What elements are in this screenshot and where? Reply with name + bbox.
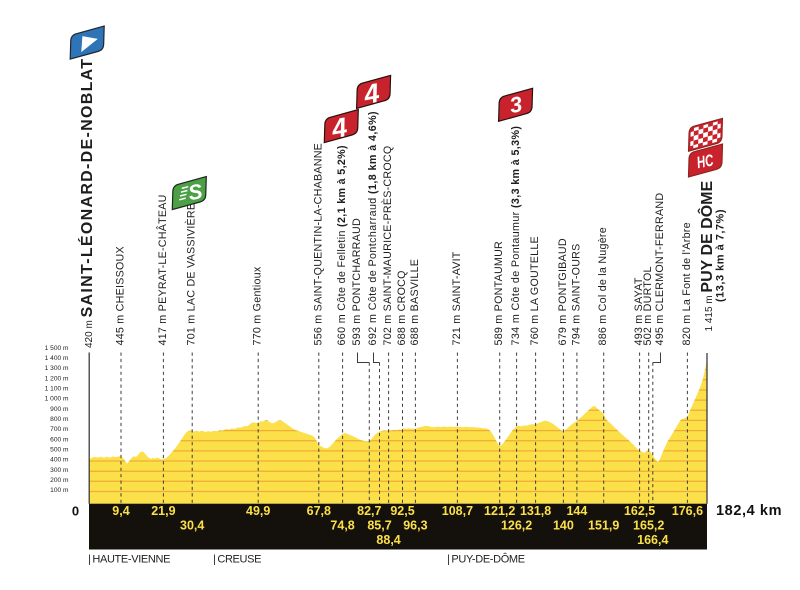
svg-text:702 m SAINT-MAURICE-PRÈS-CROCQ: 702 m SAINT-MAURICE-PRÈS-CROCQ [381, 146, 394, 346]
svg-text:3: 3 [508, 91, 524, 118]
svg-text:21,9: 21,9 [151, 504, 175, 518]
svg-text:1 100 m: 1 100 m [45, 386, 69, 393]
svg-text:734 m Côte de Pontaumur (3,3 k: 734 m Côte de Pontaumur (3,3 km à 5,3%) [510, 126, 522, 346]
svg-text:794 m SAINT-OURS: 794 m SAINT-OURS [570, 243, 582, 345]
svg-text:140: 140 [553, 519, 574, 533]
svg-text:688 m BASVILLE: 688 m BASVILLE [409, 259, 421, 346]
svg-text:1 300 m: 1 300 m [45, 365, 69, 372]
svg-text:30,4: 30,4 [180, 519, 204, 533]
svg-text:760 m LA GOUTELLE: 760 m LA GOUTELLE [529, 236, 541, 345]
svg-text:420 m SAINT-LÉONARD-DE-NOBLAT: 420 m SAINT-LÉONARD-DE-NOBLAT [77, 58, 96, 348]
svg-text:679 m PONTGIBAUD: 679 m PONTGIBAUD [557, 238, 569, 345]
svg-text:144: 144 [566, 504, 587, 518]
svg-text:445 m CHEISSOUX: 445 m CHEISSOUX [115, 246, 127, 345]
svg-text:493 m SAYAT: 493 m SAYAT [633, 277, 645, 345]
svg-text:1 000 m: 1 000 m [45, 396, 69, 403]
svg-text:1 500 m: 1 500 m [45, 345, 69, 352]
svg-text:417 m PEYRAT-LE-CHÂTEAU: 417 m PEYRAT-LE-CHÂTEAU [156, 194, 169, 345]
svg-text:600 m: 600 m [50, 436, 69, 443]
svg-text:500 m: 500 m [50, 447, 69, 454]
svg-text:721 m SAINT-AVIT: 721 m SAINT-AVIT [451, 251, 463, 345]
svg-text:1 400 m: 1 400 m [45, 355, 69, 362]
svg-text:886 m Col de la Nugère: 886 m Col de la Nugère [597, 227, 609, 345]
svg-text:900 m: 900 m [50, 406, 69, 413]
svg-text:176,6: 176,6 [672, 504, 703, 518]
svg-text:108,7: 108,7 [442, 504, 473, 518]
svg-text:692 m Côte de Pontcharraud (1,: 692 m Côte de Pontcharraud (1,8 km à 4,6… [367, 111, 379, 346]
svg-text:200 m: 200 m [50, 477, 69, 484]
svg-text:131,8: 131,8 [520, 504, 551, 518]
svg-text:S: S [186, 180, 204, 205]
svg-text:593 m PONTCHARRAUD: 593 m PONTCHARRAUD [351, 218, 363, 345]
svg-text:(13,3 km à 7,7%): (13,3 km à 7,7%) [715, 209, 727, 302]
svg-text:820 m La Font de l'Arbre: 820 m La Font de l'Arbre [681, 222, 693, 345]
svg-text:165,2: 165,2 [633, 519, 664, 533]
svg-text:92,5: 92,5 [390, 504, 414, 518]
svg-text:800 m: 800 m [50, 416, 69, 423]
svg-text:660 m Côte de Felletin (2,1 km: 660 m Côte de Felletin (2,1 km à 5,2%) [336, 145, 348, 346]
svg-text:700 m: 700 m [50, 426, 69, 433]
svg-text:HC: HC [695, 151, 715, 172]
svg-text:67,8: 67,8 [307, 504, 331, 518]
svg-text:495 m CLERMONT-FERRAND: 495 m CLERMONT-FERRAND [654, 193, 666, 346]
svg-text:688 m CROCQ: 688 m CROCQ [396, 270, 408, 345]
svg-text:556 m SAINT-QUENTIN-LA-CHABANN: 556 m SAINT-QUENTIN-LA-CHABANNE [312, 143, 324, 346]
svg-text:82,7: 82,7 [357, 504, 381, 518]
svg-text:182,4 km: 182,4 km [716, 503, 782, 519]
svg-text:151,9: 151,9 [588, 519, 619, 533]
svg-text:770 m Gentioux: 770 m Gentioux [252, 266, 264, 345]
svg-text:96,3: 96,3 [403, 519, 427, 533]
svg-text:100 m: 100 m [50, 487, 69, 494]
svg-text:85,7: 85,7 [367, 519, 391, 533]
svg-text:701 m LAC DE VASSIVIÈRE: 701 m LAC DE VASSIVIÈRE [185, 203, 198, 346]
svg-text:1 200 m: 1 200 m [45, 375, 69, 382]
svg-text:88,4: 88,4 [376, 533, 400, 547]
svg-text:400 m: 400 m [50, 457, 69, 464]
svg-text:4: 4 [361, 78, 382, 110]
svg-text:126,2: 126,2 [501, 519, 532, 533]
svg-text:300 m: 300 m [50, 467, 69, 474]
svg-text:| CREUSE: | CREUSE [213, 554, 261, 566]
svg-text:74,8: 74,8 [330, 519, 354, 533]
svg-text:| PUY-DE-DÔME: | PUY-DE-DÔME [447, 553, 525, 566]
svg-text:4: 4 [328, 112, 349, 144]
svg-text:49,9: 49,9 [246, 504, 270, 518]
svg-text:502 m DURTOL: 502 m DURTOL [642, 266, 654, 345]
svg-text:162,5: 162,5 [624, 504, 655, 518]
svg-text:121,2: 121,2 [484, 504, 515, 518]
svg-text:166,4: 166,4 [637, 533, 668, 547]
svg-text:| HAUTE-VIENNE: | HAUTE-VIENNE [88, 554, 170, 566]
svg-text:0: 0 [72, 504, 79, 519]
svg-text:589 m PONTAUMUR: 589 m PONTAUMUR [493, 241, 505, 346]
svg-text:9,4: 9,4 [112, 504, 129, 518]
